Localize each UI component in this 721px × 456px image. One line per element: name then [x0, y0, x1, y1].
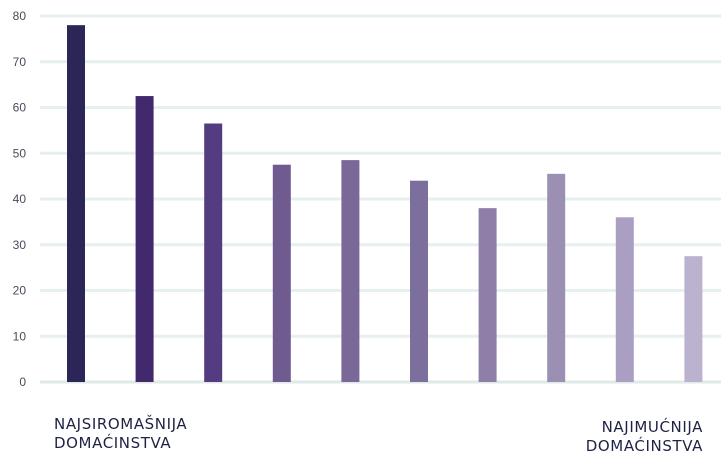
- y-tick-label: 60: [13, 101, 27, 115]
- bars: [67, 25, 703, 383]
- poorest-households-label-line1: NAJSIROMAŠNIJA: [54, 415, 188, 433]
- bar: [67, 25, 85, 383]
- y-tick-label: 50: [13, 146, 27, 160]
- bar: [341, 160, 360, 382]
- bar: [684, 256, 703, 382]
- y-tick-label: 40: [13, 192, 27, 206]
- y-tick-label: 20: [13, 284, 27, 298]
- bar: [410, 180, 428, 382]
- y-tick-label: 10: [13, 329, 27, 343]
- poorest-households-label-line2: DOMAĆINSTVA: [54, 434, 172, 452]
- y-tick-label: 0: [19, 375, 26, 389]
- y-tick-label: 30: [13, 238, 27, 252]
- bar: [204, 123, 223, 382]
- y-tick-label: 80: [13, 9, 27, 23]
- richest-households-label: NAJIMUĆNIJA DOMAĆINSTVA: [586, 418, 703, 456]
- y-axis-ticks: 0 10 20 30 40 50 60 70 80: [13, 9, 27, 389]
- bar: [547, 173, 566, 382]
- richest-households-label-line1: NAJIMUĆNIJA: [601, 418, 703, 436]
- bar: [272, 164, 291, 382]
- y-tick-label: 70: [13, 55, 27, 69]
- richest-households-label-line2: DOMAĆINSTVA: [585, 437, 703, 455]
- bar: [615, 217, 634, 382]
- poorest-households-label: NAJSIROMAŠNIJA DOMAĆINSTVA: [54, 415, 187, 453]
- bar: [135, 96, 154, 382]
- bar: [478, 208, 497, 382]
